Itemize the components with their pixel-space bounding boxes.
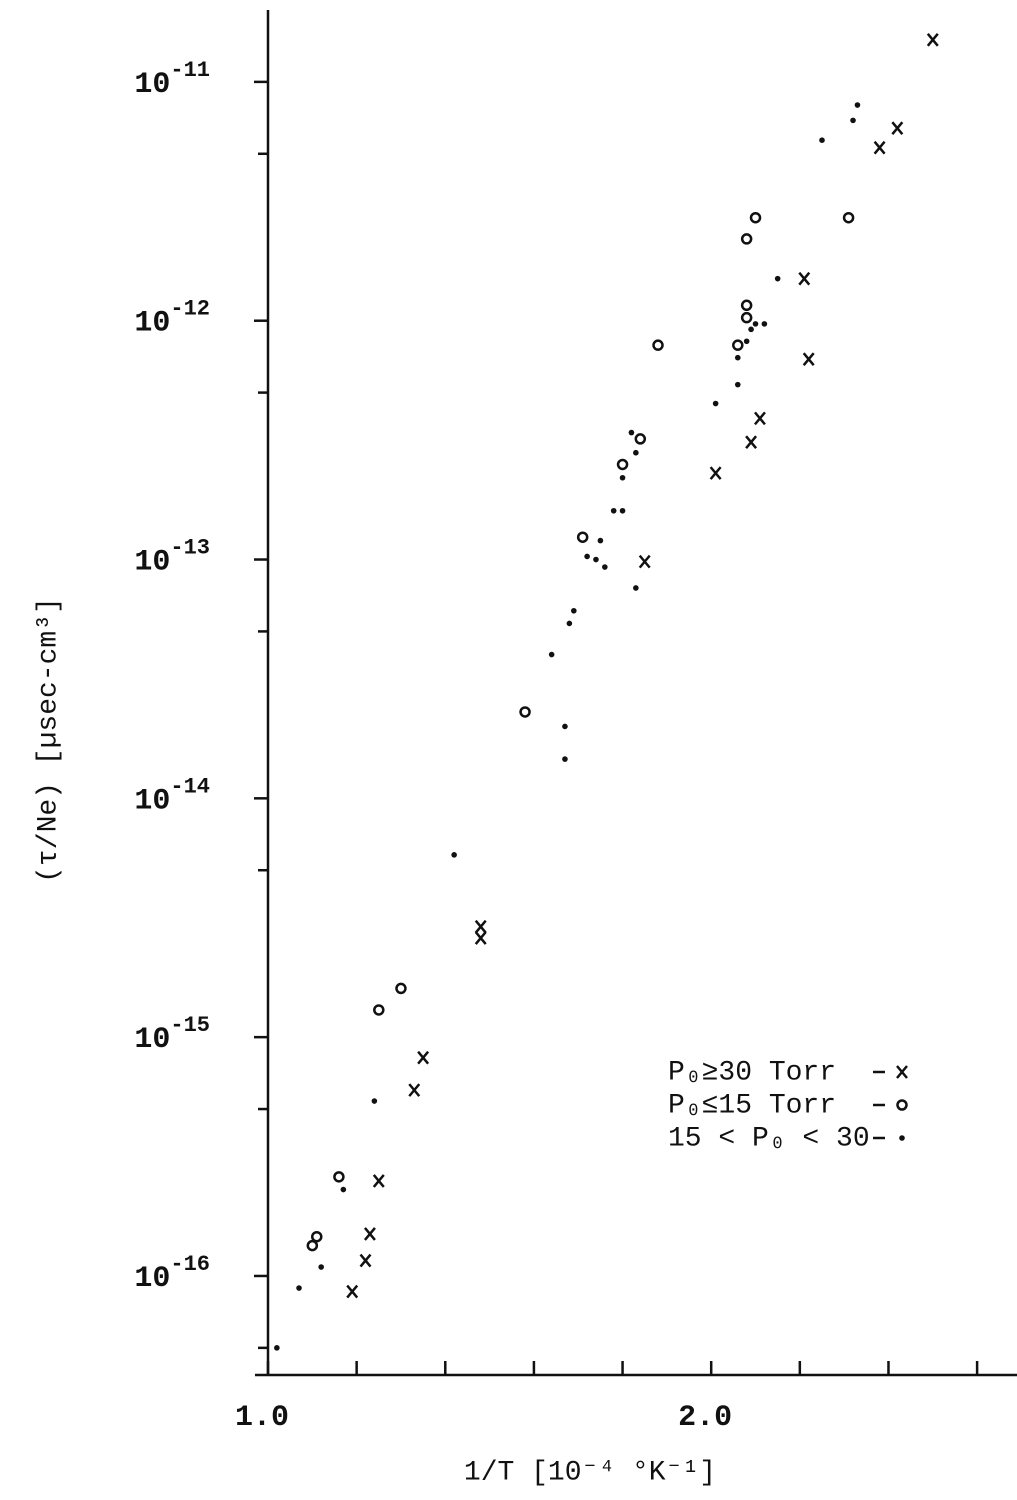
y-tick-label: 10-15 — [134, 1013, 210, 1057]
circle-marker — [842, 211, 855, 224]
circle-marker — [749, 211, 762, 224]
circle-marker — [306, 1239, 319, 1252]
dot-marker — [562, 756, 568, 762]
dot-marker — [734, 354, 741, 361]
dot-marker — [854, 102, 861, 108]
cross-marker — [363, 1227, 376, 1241]
cross-marker — [798, 271, 811, 286]
circle-marker — [519, 706, 531, 718]
dot-marker — [712, 400, 719, 407]
dot-marker — [752, 321, 759, 327]
dot-marker — [734, 381, 741, 388]
cross-marker — [896, 1065, 908, 1079]
circle-marker — [652, 339, 664, 351]
dot-marker — [819, 137, 825, 143]
legend-label: P₀≥30 Torr — [668, 1057, 836, 1088]
dot-marker — [743, 338, 750, 345]
dot-marker — [850, 117, 856, 124]
dot-marker — [761, 321, 768, 327]
dot-marker — [340, 1186, 347, 1193]
cross-marker — [359, 1253, 372, 1268]
dot-marker — [274, 1345, 280, 1351]
cross-marker — [408, 1083, 421, 1097]
dot-marker — [562, 723, 568, 730]
dot-marker — [619, 507, 626, 514]
dot-marker — [296, 1285, 302, 1291]
cross-marker — [372, 1174, 385, 1188]
dot-marker — [748, 326, 754, 333]
dot-marker — [584, 553, 590, 560]
cross-marker — [474, 931, 487, 945]
circle-marker — [740, 233, 753, 245]
dot-marker — [610, 507, 617, 514]
dot-marker — [774, 275, 781, 282]
dot-marker — [318, 1264, 324, 1270]
circle-marker — [732, 339, 744, 351]
circle-marker — [333, 1171, 345, 1183]
x-tick-label: 1.0 — [235, 1401, 289, 1435]
circle-marker — [576, 531, 589, 543]
dot-marker — [566, 620, 573, 627]
y-tick-label: 10-14 — [134, 774, 210, 818]
cross-marker — [802, 352, 815, 366]
cross-marker — [926, 33, 939, 47]
y-tick-label: 10-11 — [134, 58, 210, 102]
dot-marker — [571, 607, 577, 614]
y-tick-label: 10-12 — [134, 297, 210, 341]
circle-marker — [740, 299, 753, 312]
x-tick-label: 2.0 — [678, 1401, 732, 1435]
cross-marker — [753, 411, 766, 426]
circle-marker — [395, 982, 407, 995]
cross-marker — [474, 919, 487, 934]
dot-marker — [619, 474, 626, 481]
y-tick-label: 10-13 — [134, 535, 210, 579]
circle-marker — [373, 1004, 385, 1016]
dot-marker — [597, 537, 604, 544]
cross-marker — [638, 554, 651, 569]
dot-marker — [602, 564, 608, 570]
cross-marker — [891, 121, 904, 135]
cross-marker — [873, 140, 886, 155]
dot-marker — [633, 449, 639, 456]
dot-marker — [451, 852, 457, 858]
cross-marker — [709, 466, 722, 480]
cross-marker — [346, 1284, 359, 1299]
x-axis-label: 1/T [10⁻⁴ °K⁻¹] — [464, 1457, 716, 1488]
dot-marker — [371, 1098, 378, 1104]
cross-marker — [417, 1050, 430, 1065]
dot-marker — [593, 556, 599, 563]
circle-marker — [634, 433, 647, 445]
y-axis-label: (τ/Ne) [µsec-cm³] — [33, 597, 64, 883]
circle-marker — [896, 1099, 908, 1111]
circle-marker — [616, 458, 629, 471]
y-tick-label: 10-16 — [134, 1252, 210, 1296]
cross-marker — [745, 435, 758, 449]
dot-marker — [633, 585, 639, 591]
legend-label: P₀≤15 Torr — [668, 1090, 836, 1121]
circle-marker — [740, 311, 753, 324]
dot-marker — [899, 1135, 905, 1141]
legend-label: 15 < P₀ < 30 — [668, 1123, 870, 1154]
dot-marker — [548, 651, 555, 658]
circle-marker — [311, 1230, 323, 1243]
dot-marker — [628, 429, 635, 436]
